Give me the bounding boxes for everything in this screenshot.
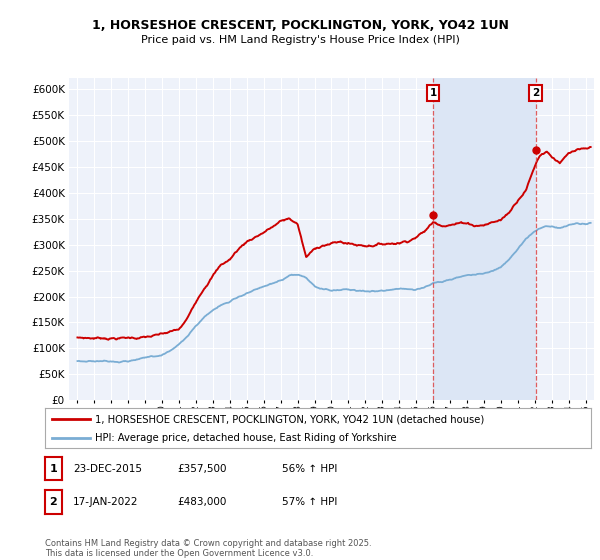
Text: 1: 1 [50, 464, 57, 474]
Text: 1, HORSESHOE CRESCENT, POCKLINGTON, YORK, YO42 1UN: 1, HORSESHOE CRESCENT, POCKLINGTON, YORK… [92, 18, 508, 32]
Text: Price paid vs. HM Land Registry's House Price Index (HPI): Price paid vs. HM Land Registry's House … [140, 35, 460, 45]
Text: £483,000: £483,000 [177, 497, 226, 507]
Text: 57% ↑ HPI: 57% ↑ HPI [282, 497, 337, 507]
Text: 17-JAN-2022: 17-JAN-2022 [73, 497, 139, 507]
Bar [433, 78, 536, 400]
Text: 56% ↑ HPI: 56% ↑ HPI [282, 464, 337, 474]
Text: 2: 2 [50, 497, 57, 507]
Text: 23-DEC-2015: 23-DEC-2015 [73, 464, 142, 474]
Text: Contains HM Land Registry data © Crown copyright and database right 2025.
This d: Contains HM Land Registry data © Crown c… [45, 539, 371, 558]
Text: 1: 1 [430, 88, 437, 98]
Text: £357,500: £357,500 [177, 464, 227, 474]
Text: 1, HORSESHOE CRESCENT, POCKLINGTON, YORK, YO42 1UN (detached house): 1, HORSESHOE CRESCENT, POCKLINGTON, YORK… [95, 414, 484, 424]
Text: HPI: Average price, detached house, East Riding of Yorkshire: HPI: Average price, detached house, East… [95, 433, 397, 443]
Text: 2: 2 [532, 88, 539, 98]
